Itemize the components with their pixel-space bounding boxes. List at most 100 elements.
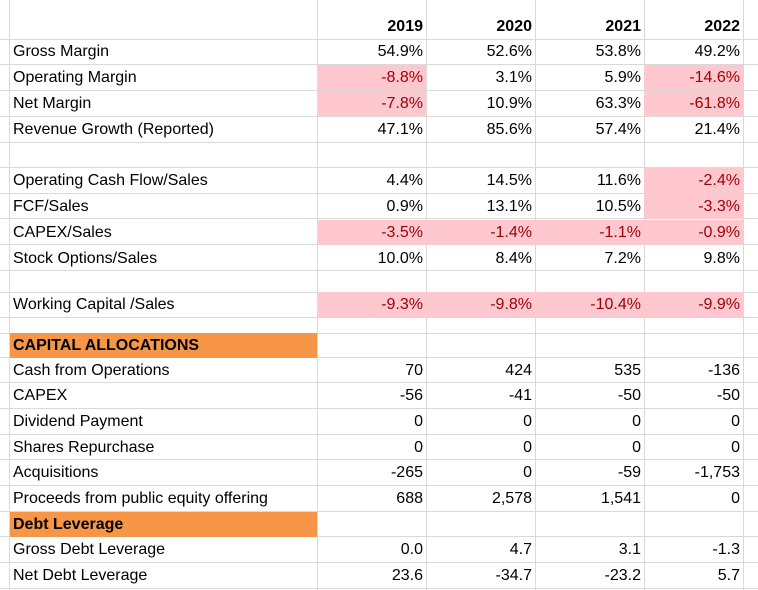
section-header-capital-allocations[interactable]: CAPITAL ALLOCATIONS: [10, 333, 317, 358]
cell-capex-sales-2022[interactable]: -0.9%: [644, 220, 743, 245]
cell-cash-from-operations-2020[interactable]: 424: [505, 362, 532, 379]
row-label-stock-options-sales[interactable]: Stock Options/Sales: [13, 250, 158, 267]
cell-net-debt-leverage-2021[interactable]: -23.2: [604, 567, 641, 584]
row-gridline: [0, 167, 758, 168]
year-header-2019[interactable]: 2019: [387, 18, 423, 35]
cell-stock-options-sales-2021[interactable]: 7.2%: [604, 250, 641, 267]
cell-working-capital-sales-2022[interactable]: -9.9%: [644, 292, 743, 317]
section-header-debt-leverage[interactable]: Debt Leverage: [10, 512, 317, 537]
cell-ocf-sales-2022[interactable]: -2.4%: [644, 168, 743, 193]
cell-gross-debt-leverage-2020[interactable]: 4.7: [509, 541, 532, 558]
row-gridline: [0, 536, 758, 537]
cell-cash-from-operations-2022[interactable]: -136: [707, 362, 740, 379]
cell-net-margin-2022[interactable]: -61.8%: [644, 91, 743, 116]
row-label-capex[interactable]: CAPEX: [13, 387, 68, 404]
row-label-gross-margin[interactable]: Gross Margin: [13, 43, 110, 60]
row-gridline: [0, 382, 758, 383]
cell-working-capital-sales-2021[interactable]: -10.4%: [535, 292, 644, 317]
cell-acquisitions-2022[interactable]: -1,753: [694, 464, 740, 481]
column-gridline: [743, 0, 744, 590]
cell-gross-debt-leverage-2021[interactable]: 3.1: [618, 541, 641, 558]
cell-revenue-growth-2021[interactable]: 57.4%: [595, 121, 641, 138]
row-gridline: [0, 511, 758, 512]
cell-net-margin-2019[interactable]: -7.8%: [317, 91, 426, 116]
year-header-2022[interactable]: 2022: [704, 18, 740, 35]
cell-cash-from-operations-2019[interactable]: 70: [405, 362, 423, 379]
cell-dividend-payment-2021[interactable]: 0: [632, 413, 641, 430]
year-header-2020[interactable]: 2020: [496, 18, 532, 35]
cell-net-debt-leverage-2020[interactable]: -34.7: [495, 567, 532, 584]
cell-gross-debt-leverage-2019[interactable]: 0.0: [400, 541, 423, 558]
cell-operating-margin-2019[interactable]: -8.8%: [317, 65, 426, 90]
cell-capex-sales-2019[interactable]: -3.5%: [317, 220, 426, 245]
cell-shares-repurchase-2020[interactable]: 0: [523, 439, 532, 456]
row-label-public-equity-offering[interactable]: Proceeds from public equity offering: [13, 490, 268, 507]
cell-operating-margin-2021[interactable]: 5.9%: [604, 69, 641, 86]
row-label-shares-repurchase[interactable]: Shares Repurchase: [13, 439, 155, 456]
cell-ocf-sales-2020[interactable]: 14.5%: [486, 172, 532, 189]
cell-dividend-payment-2020[interactable]: 0: [523, 413, 532, 430]
cell-revenue-growth-2019[interactable]: 47.1%: [377, 121, 423, 138]
cell-operating-margin-2020[interactable]: 3.1%: [495, 69, 532, 86]
cell-working-capital-sales-2019[interactable]: -9.3%: [317, 292, 426, 317]
row-label-acquisitions[interactable]: Acquisitions: [13, 464, 99, 481]
row-label-capex-sales[interactable]: CAPEX/Sales: [13, 224, 112, 241]
cell-operating-margin-2022[interactable]: -14.6%: [644, 65, 743, 90]
row-label-net-margin[interactable]: Net Margin: [13, 95, 92, 112]
row-label-working-capital-sales[interactable]: Working Capital /Sales: [13, 296, 175, 313]
row-label-net-debt-leverage[interactable]: Net Debt Leverage: [13, 567, 148, 584]
row-gridline: [0, 434, 758, 435]
cell-ocf-sales-2021[interactable]: 11.6%: [596, 172, 641, 189]
cell-public-equity-offering-2021[interactable]: 1,541: [600, 490, 641, 507]
row-label-fcf-sales[interactable]: FCF/Sales: [13, 198, 89, 215]
row-gridline: [0, 270, 758, 271]
cell-revenue-growth-2020[interactable]: 85.6%: [486, 121, 532, 138]
cell-gross-margin-2021[interactable]: 53.8%: [595, 43, 641, 60]
cell-cash-from-operations-2021[interactable]: 535: [614, 362, 641, 379]
cell-net-debt-leverage-2022[interactable]: 5.7: [717, 567, 740, 584]
cell-net-margin-2020[interactable]: 10.9%: [486, 95, 532, 112]
cell-fcf-sales-2021[interactable]: 10.5%: [595, 198, 641, 215]
cell-capex-2020[interactable]: -41: [508, 387, 532, 404]
cell-gross-margin-2020[interactable]: 52.6%: [486, 43, 532, 60]
row-label-revenue-growth[interactable]: Revenue Growth (Reported): [13, 121, 214, 138]
cell-capex-sales-2021[interactable]: -1.1%: [535, 220, 644, 245]
cell-fcf-sales-2022[interactable]: -3.3%: [644, 194, 743, 219]
row-gridline: [0, 459, 758, 460]
cell-net-debt-leverage-2019[interactable]: 23.6: [391, 567, 423, 584]
cell-acquisitions-2020[interactable]: 0: [523, 464, 532, 481]
cell-public-equity-offering-2019[interactable]: 688: [396, 490, 423, 507]
cell-public-equity-offering-2022[interactable]: 0: [731, 490, 740, 507]
cell-shares-repurchase-2021[interactable]: 0: [632, 439, 641, 456]
row-label-ocf-sales[interactable]: Operating Cash Flow/Sales: [13, 172, 208, 189]
cell-ocf-sales-2019[interactable]: 4.4%: [386, 172, 423, 189]
year-header-2021[interactable]: 2021: [605, 18, 641, 35]
cell-capex-2021[interactable]: -50: [617, 387, 641, 404]
cell-gross-debt-leverage-2022[interactable]: -1.3: [712, 541, 740, 558]
cell-net-margin-2021[interactable]: 63.3%: [595, 95, 641, 112]
cell-fcf-sales-2020[interactable]: 13.1%: [486, 198, 532, 215]
cell-gross-margin-2019[interactable]: 54.9%: [377, 43, 423, 60]
cell-working-capital-sales-2020[interactable]: -9.8%: [426, 292, 535, 317]
cell-stock-options-sales-2022[interactable]: 9.8%: [703, 250, 740, 267]
row-label-dividend-payment[interactable]: Dividend Payment: [13, 413, 143, 430]
cell-capex-2019[interactable]: -56: [399, 387, 423, 404]
cell-acquisitions-2021[interactable]: -59: [617, 464, 641, 481]
cell-dividend-payment-2019[interactable]: 0: [414, 413, 423, 430]
cell-dividend-payment-2022[interactable]: 0: [731, 413, 740, 430]
cell-acquisitions-2019[interactable]: -265: [390, 464, 423, 481]
cell-fcf-sales-2019[interactable]: 0.9%: [386, 198, 423, 215]
cell-capex-sales-2020[interactable]: -1.4%: [426, 220, 535, 245]
cell-gross-margin-2022[interactable]: 49.2%: [694, 43, 740, 60]
cell-capex-2022[interactable]: -50: [716, 387, 740, 404]
row-label-operating-margin[interactable]: Operating Margin: [13, 69, 137, 86]
cell-stock-options-sales-2019[interactable]: 10.0%: [377, 250, 423, 267]
cell-shares-repurchase-2022[interactable]: 0: [731, 439, 740, 456]
cell-public-equity-offering-2020[interactable]: 2,578: [491, 490, 532, 507]
row-label-gross-debt-leverage[interactable]: Gross Debt Leverage: [13, 541, 166, 558]
row-label-cash-from-operations[interactable]: Cash from Operations: [13, 362, 170, 379]
cell-revenue-growth-2022[interactable]: 21.4%: [694, 121, 740, 138]
cell-stock-options-sales-2020[interactable]: 8.4%: [495, 250, 532, 267]
cell-shares-repurchase-2019[interactable]: 0: [414, 439, 423, 456]
